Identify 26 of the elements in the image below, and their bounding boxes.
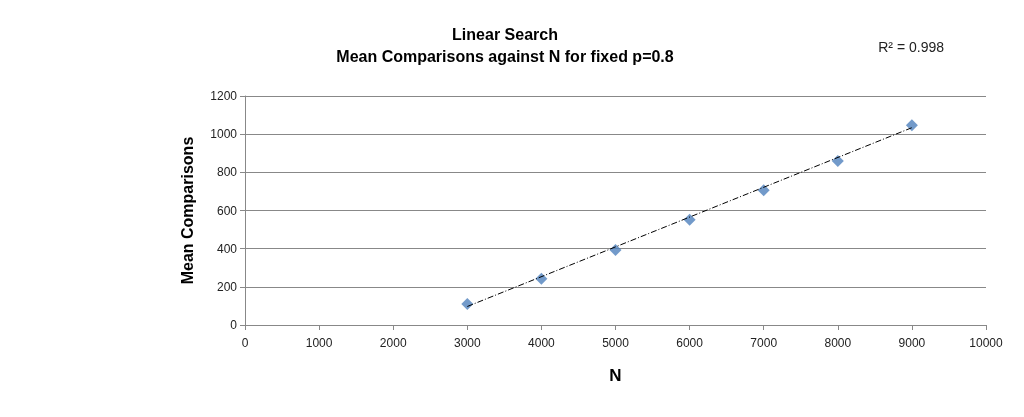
x-axis-title: N xyxy=(609,366,622,385)
y-axis-title: Mean Comparisons xyxy=(178,136,196,285)
y-tick-label: 0 xyxy=(230,318,238,332)
x-tick-label: 7000 xyxy=(750,336,778,350)
x-tick-label: 9000 xyxy=(898,336,926,350)
point xyxy=(757,184,770,197)
text: R² = 0.998 xyxy=(878,39,945,55)
x-tick-label: 8000 xyxy=(824,336,852,350)
x-tick-label: 1000 xyxy=(305,336,333,350)
point xyxy=(905,119,918,132)
y-tick-label: 1000 xyxy=(210,127,238,142)
x-tick-label: 6000 xyxy=(676,336,704,350)
y-tick-label: 200 xyxy=(216,279,238,294)
y-tick-label: 600 xyxy=(216,203,238,218)
x-tick-label: 5000 xyxy=(602,336,630,350)
point xyxy=(831,154,844,167)
x-tick-label: 0 xyxy=(241,336,249,350)
point xyxy=(683,213,696,226)
chart-title: Linear Search Mean Comparisons against N for fixed p=0.8 xyxy=(336,25,674,65)
y-tick-label: 800 xyxy=(216,165,238,180)
y-tick-label: 400 xyxy=(216,241,238,256)
x-tick-label: 10000 xyxy=(969,336,1004,350)
y-tick-label: 1200 xyxy=(210,89,238,103)
x-tick-label: 2000 xyxy=(379,336,407,350)
x-tick-label: 4000 xyxy=(528,336,556,350)
x-tick-label: 3000 xyxy=(453,336,481,350)
